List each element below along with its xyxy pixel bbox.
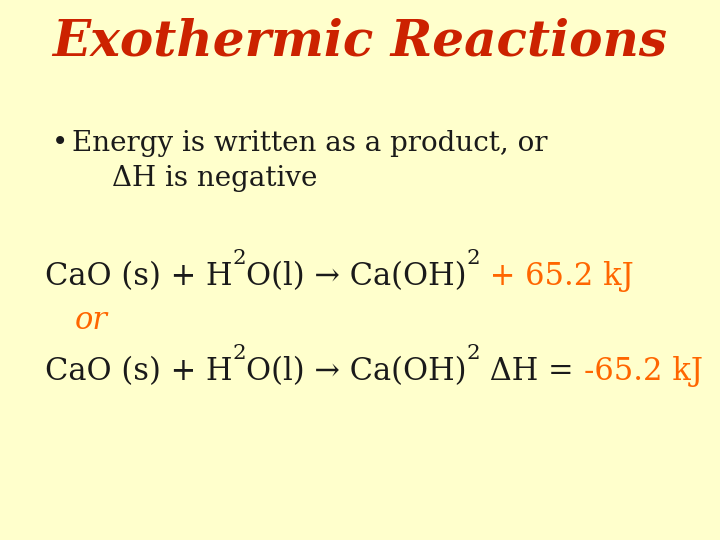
Text: 2: 2: [467, 249, 480, 268]
Text: •: •: [52, 130, 68, 157]
Text: ΔH is negative: ΔH is negative: [112, 165, 318, 192]
Text: 2: 2: [467, 344, 480, 363]
Text: 2: 2: [233, 249, 246, 268]
Text: -65.2 kJ: -65.2 kJ: [584, 356, 703, 387]
Text: Exothermic Reactions: Exothermic Reactions: [53, 18, 667, 67]
Text: CaO (s) + H: CaO (s) + H: [45, 261, 233, 292]
Text: 2: 2: [233, 344, 246, 363]
Text: O(l) → Ca(OH): O(l) → Ca(OH): [246, 356, 467, 387]
Text: O(l) → Ca(OH): O(l) → Ca(OH): [246, 261, 467, 292]
Text: CaO (s) + H: CaO (s) + H: [45, 356, 233, 387]
Text: ΔH =: ΔH =: [480, 356, 584, 387]
Text: Energy is written as a product, or: Energy is written as a product, or: [72, 130, 547, 157]
Text: + 65.2 kJ: + 65.2 kJ: [480, 261, 634, 292]
Text: or: or: [75, 305, 108, 336]
